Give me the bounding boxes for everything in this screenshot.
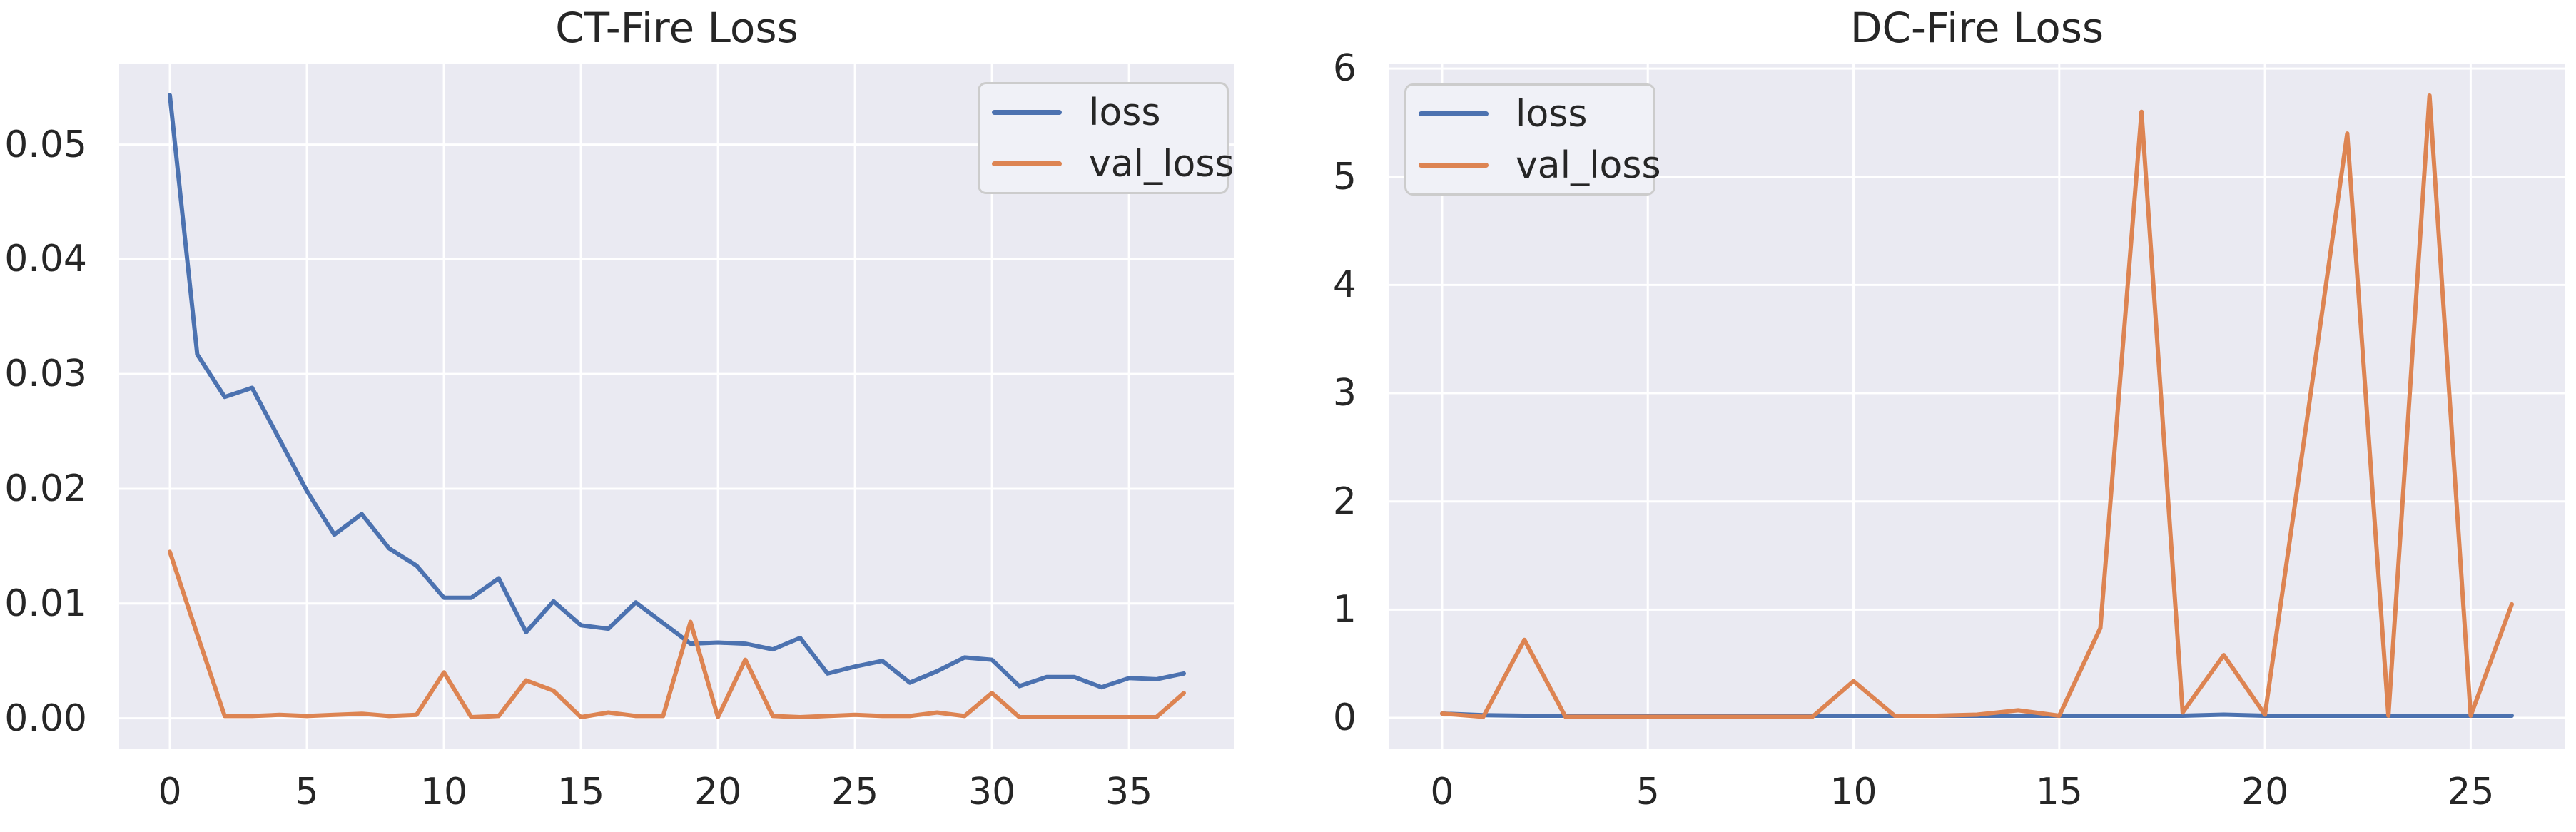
legend-item-loss: loss <box>992 91 1227 135</box>
x-tick-label: 25 <box>831 771 879 813</box>
legend-label-loss: loss <box>1516 92 1588 136</box>
x-tick-label: 20 <box>694 771 742 813</box>
chart-title-dc-fire: DC-Fire Loss <box>1850 4 2104 52</box>
x-tick-label: 10 <box>1830 771 1877 813</box>
loss-line-swatch <box>992 110 1062 115</box>
x-tick-label: 25 <box>2447 771 2495 813</box>
x-tick-label: 30 <box>968 771 1016 813</box>
x-tick-label: 5 <box>1636 771 1660 813</box>
chart-title-ct-fire: CT-Fire Loss <box>555 4 798 52</box>
y-tick-label: 6 <box>1332 47 1357 91</box>
val_loss-line <box>1440 93 2514 719</box>
legend-label-loss: loss <box>1089 91 1161 134</box>
x-tick-label: 35 <box>1105 771 1153 813</box>
y-tick-label: 0.00 <box>4 696 87 740</box>
y-tick-label: 4 <box>1332 263 1357 307</box>
y-tick-label: 1 <box>1332 588 1357 631</box>
y-tick-label: 0.01 <box>4 582 87 625</box>
val-loss-line-swatch <box>992 161 1062 166</box>
x-tick-label: 5 <box>295 771 319 813</box>
y-tick-label: 0.03 <box>4 352 87 396</box>
loss-line-swatch <box>1419 111 1489 116</box>
y-tick-label: 5 <box>1332 155 1357 198</box>
val-loss-line-swatch <box>1419 163 1489 168</box>
legend-item-val-loss: val_loss <box>992 142 1234 186</box>
legend-dc-fire: loss val_loss <box>1404 83 1661 196</box>
legend-label-val-loss: val_loss <box>1516 143 1661 187</box>
y-tick-label: 0.04 <box>4 238 87 281</box>
y-tick-label: 0.02 <box>4 467 87 510</box>
val_loss-line <box>168 549 1186 719</box>
legend-item-loss: loss <box>1419 92 1653 136</box>
y-tick-label: 2 <box>1332 480 1357 523</box>
legend-item-val-loss: val_loss <box>1419 143 1661 188</box>
y-tick-label: 0.05 <box>4 123 87 166</box>
y-tick-label: 0 <box>1332 696 1357 740</box>
x-tick-label: 0 <box>1430 771 1454 813</box>
x-tick-label: 10 <box>420 771 468 813</box>
legend-label-val-loss: val_loss <box>1089 142 1234 186</box>
x-tick-label: 15 <box>2035 771 2083 813</box>
x-tick-label: 0 <box>158 771 182 813</box>
loss-line <box>168 93 1186 690</box>
x-tick-label: 15 <box>557 771 605 813</box>
x-tick-label: 20 <box>2241 771 2289 813</box>
legend-ct-fire: loss val_loss <box>978 82 1234 194</box>
y-tick-label: 3 <box>1332 372 1357 415</box>
